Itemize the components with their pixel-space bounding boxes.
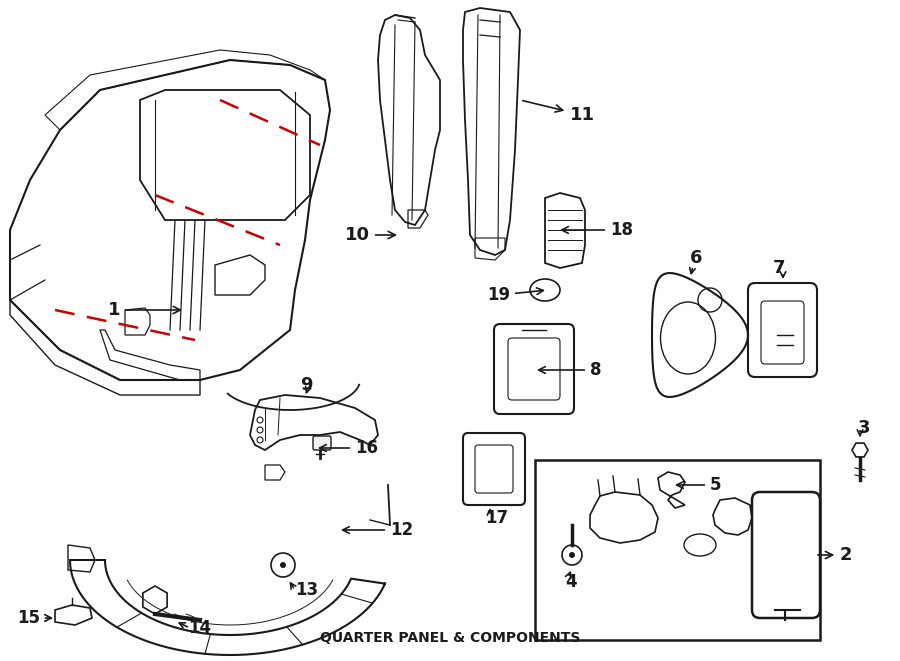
Text: 6: 6 (690, 249, 703, 267)
Text: 7: 7 (773, 259, 786, 277)
Text: 4: 4 (565, 573, 577, 591)
Text: 18: 18 (562, 221, 633, 239)
Text: 2: 2 (818, 546, 852, 564)
Text: 11: 11 (523, 100, 595, 124)
Text: 1: 1 (107, 301, 180, 319)
Circle shape (569, 552, 575, 558)
Text: 19: 19 (487, 286, 544, 304)
Text: 16: 16 (320, 439, 378, 457)
Text: 13: 13 (295, 581, 318, 599)
Text: 12: 12 (343, 521, 413, 539)
Text: 5: 5 (677, 476, 722, 494)
Text: 17: 17 (485, 509, 508, 527)
Text: 14: 14 (188, 619, 212, 637)
Text: 8: 8 (538, 361, 601, 379)
Text: 3: 3 (858, 419, 870, 437)
Text: 15: 15 (17, 609, 51, 627)
Circle shape (280, 562, 286, 568)
FancyBboxPatch shape (313, 436, 331, 450)
Text: 9: 9 (300, 376, 312, 394)
Text: 10: 10 (345, 226, 395, 244)
Text: QUARTER PANEL & COMPONENTS: QUARTER PANEL & COMPONENTS (320, 631, 580, 645)
